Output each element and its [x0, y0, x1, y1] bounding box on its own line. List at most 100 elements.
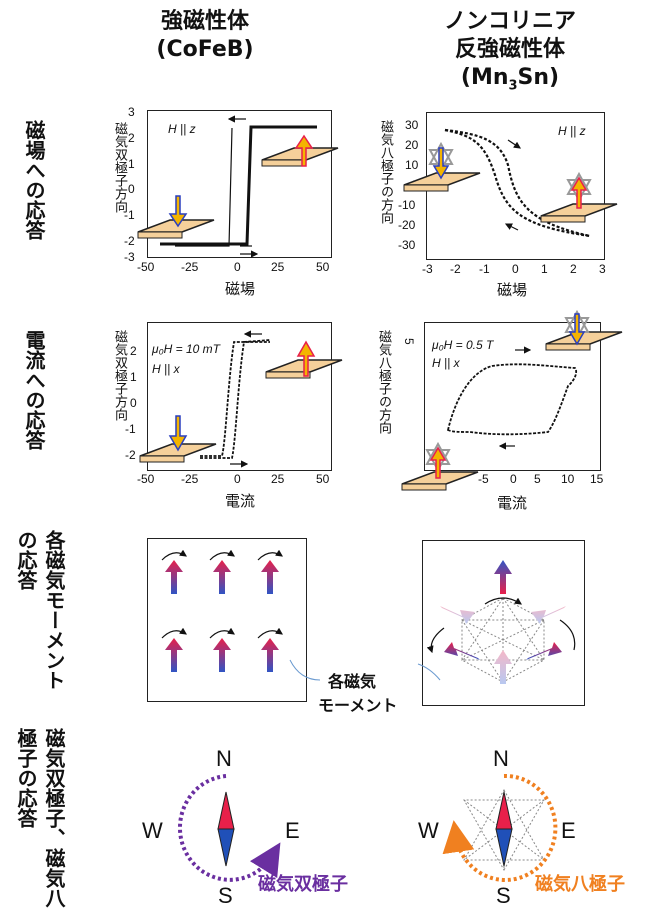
- arrow-up-icon: [570, 176, 588, 209]
- x-axis-label: 電流: [496, 494, 527, 512]
- annotation-h-z: H || z: [168, 122, 196, 136]
- header-line2: (CoFeB): [156, 37, 254, 62]
- moment-arrow-icon: [209, 627, 235, 672]
- x-tick: -5: [478, 472, 489, 486]
- moment-arrow-icon: [444, 642, 480, 660]
- moment-arrow-icon: [209, 549, 235, 594]
- y-tick: 1: [128, 157, 135, 171]
- x-tick: 0: [234, 472, 241, 486]
- x-tick: 15: [590, 472, 604, 486]
- column-header-ferromagnet: 強磁性体 (CoFeB): [130, 8, 280, 64]
- y-tick: 1: [130, 370, 137, 384]
- header-line1: ノンコリニア: [443, 9, 576, 34]
- x-tick: 3: [599, 262, 606, 276]
- y-tick: -1: [124, 208, 135, 222]
- needle-north-icon: [495, 791, 513, 830]
- x-tick: -2: [450, 262, 461, 276]
- x-tick: 0: [512, 262, 519, 276]
- x-tick: 25: [271, 260, 285, 274]
- moment-arrow-icon: [257, 627, 283, 672]
- compass-n: N: [216, 746, 232, 771]
- moment-arrow-icon: [531, 606, 566, 624]
- y-tick: 30: [405, 118, 419, 132]
- moment-arrow-icon: [440, 606, 475, 624]
- x-axis-label: 電流: [224, 492, 255, 510]
- arrow-up-icon: [296, 340, 316, 377]
- y-tick: 0: [130, 396, 137, 410]
- y-tick: -20: [398, 218, 416, 232]
- moment-arrow-icon: [494, 650, 512, 684]
- compass-w: W: [142, 818, 163, 843]
- moment-arrow-icon: [257, 549, 283, 594]
- y-tick: -30: [398, 238, 416, 252]
- arrow-down-icon: [168, 195, 188, 228]
- arrow-up-icon: [294, 134, 314, 167]
- compass-s: S: [218, 883, 233, 908]
- needle-north-icon: [217, 791, 235, 830]
- x-tick: -3: [422, 262, 433, 276]
- y-axis-label: 磁気双極子方向: [112, 122, 127, 213]
- x-tick: 0: [234, 260, 241, 274]
- compass-e: E: [285, 818, 300, 843]
- x-tick: 5: [534, 472, 541, 486]
- x-axis-label: 磁場: [224, 280, 255, 298]
- moment-arrow-icon: [494, 560, 512, 594]
- compass-n: N: [493, 746, 509, 771]
- x-tick: -1: [479, 262, 490, 276]
- needle-south-icon: [495, 828, 513, 867]
- y-tick: -1: [125, 422, 136, 436]
- moment-arrow-icon: [526, 642, 562, 660]
- moment-arrow-icon: [161, 549, 187, 594]
- arrow-up-icon: [429, 446, 447, 479]
- x-tick: 2: [570, 262, 577, 276]
- y-tick: 2: [128, 131, 135, 145]
- moments-label-line2: モーメント: [318, 696, 398, 715]
- x-tick: 50: [316, 260, 330, 274]
- dipole-label: 磁気双極子: [258, 874, 348, 895]
- x-tick: 50: [316, 472, 330, 486]
- y-tick: -10: [398, 198, 416, 212]
- y-tick: -2: [125, 448, 136, 462]
- row-label-moments: 各磁気モーメントの応答: [14, 530, 66, 690]
- plot-mn3sn-field: [426, 112, 605, 260]
- x-tick: -25: [181, 260, 199, 274]
- y-axis-label: 磁気八極子の方向: [378, 120, 393, 224]
- y-axis-label: 磁気八極子の方向: [376, 330, 391, 434]
- moment-arrow-icon: [161, 627, 187, 672]
- y-tick: -3: [124, 250, 135, 264]
- arrow-down-icon: [568, 313, 586, 346]
- y-tick: -2: [124, 234, 135, 248]
- header-line3: (Mn3Sn): [460, 65, 560, 94]
- annotation-h-z: H || z: [558, 124, 586, 138]
- annotation-h-x: H || x: [152, 362, 180, 376]
- rotation-arrow-icon: [177, 774, 281, 882]
- moments-label-line1: 各磁気: [328, 672, 377, 691]
- y-tick: 2: [130, 344, 137, 358]
- y-tick: 0: [128, 182, 135, 196]
- x-tick: 1: [541, 262, 548, 276]
- y-axis-label: 磁気双極子方向: [112, 330, 127, 421]
- row-label-field: 磁場への応答: [22, 120, 46, 240]
- x-tick: -25: [181, 472, 199, 486]
- arrow-down-icon: [168, 415, 188, 452]
- annotation-field: μ₀H = 10 mT: [152, 342, 220, 356]
- compass-w: W: [418, 818, 439, 843]
- x-tick: 10: [561, 472, 575, 486]
- x-tick: -50: [137, 472, 155, 486]
- compass-e: E: [561, 818, 576, 843]
- x-tick: -50: [137, 260, 155, 274]
- column-header-antiferromagnet: ノンコリニア 反強磁性体 (Mn3Sn): [420, 8, 600, 100]
- row-label-compass: 磁気双極子、磁気八極子の応答: [14, 728, 66, 908]
- header-line1: 強磁性体: [160, 9, 249, 34]
- row-label-current: 電流への応答: [22, 330, 46, 450]
- needle-south-icon: [217, 828, 235, 867]
- y-tick: 10: [405, 158, 419, 172]
- x-tick: 0: [510, 472, 517, 486]
- y-tick: 20: [405, 138, 419, 152]
- y-tick: 5: [402, 338, 416, 345]
